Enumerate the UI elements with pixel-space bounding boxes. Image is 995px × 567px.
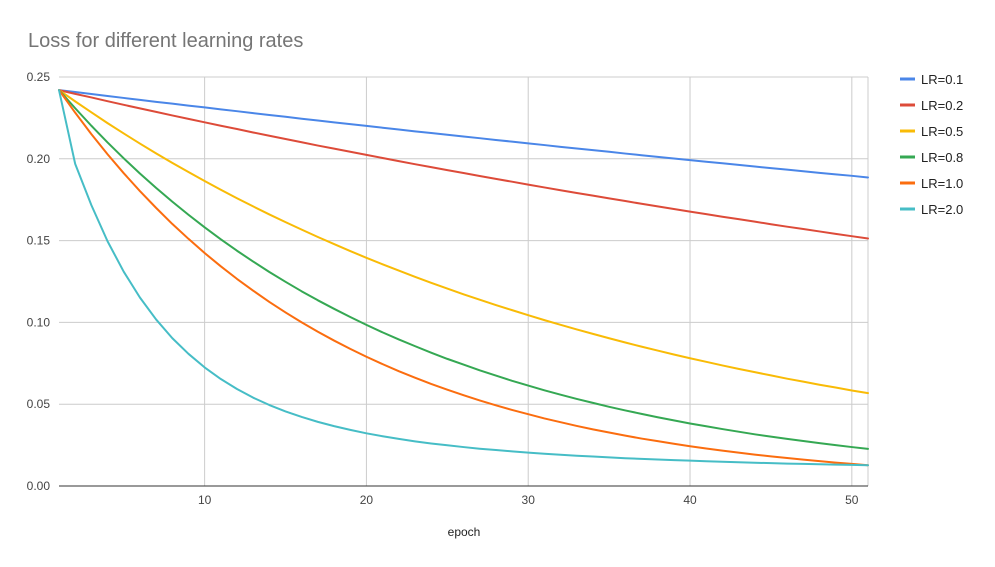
- tick-labels: 0.00 0.05 0.10 0.15 0.20 0.25 10 20 30 40 50: [27, 70, 859, 507]
- chart-title: Loss for different learning rates: [28, 30, 303, 52]
- legend-label: LR=2.0: [921, 202, 963, 217]
- series-line-lr-0-5: [58, 89, 869, 395]
- y-tick-label: 0.00: [27, 479, 51, 493]
- x-tick-label: 10: [198, 493, 212, 507]
- series-line-lr-0-2: [58, 89, 869, 240]
- y-tick-label: 0.20: [27, 152, 51, 166]
- x-tick-label: 20: [360, 493, 374, 507]
- grid: [59, 76, 869, 486]
- y-tick-label: 0.15: [27, 234, 51, 248]
- series-line-lr-2-0: [58, 89, 869, 467]
- legend: LR=0.1 LR=0.2 LR=0.5 LR=0.8 LR=1.0 LR=2.0: [900, 72, 963, 217]
- legend-label: LR=0.8: [921, 150, 963, 165]
- x-tick-label: 40: [683, 493, 697, 507]
- series-line-lr-0-8: [58, 89, 869, 450]
- series-group: [58, 89, 869, 467]
- legend-label: LR=1.0: [921, 176, 963, 191]
- x-tick-label: 50: [845, 493, 859, 507]
- x-axis-label: epoch: [448, 525, 481, 539]
- y-tick-label: 0.05: [27, 397, 51, 411]
- series-line-lr-0-1: [58, 89, 869, 179]
- y-tick-label: 0.25: [27, 70, 51, 84]
- legend-label: LR=0.2: [921, 98, 963, 113]
- x-tick-label: 30: [522, 493, 536, 507]
- series-line-lr-1-0: [58, 89, 869, 467]
- y-tick-label: 0.10: [27, 315, 51, 329]
- legend-label: LR=0.5: [921, 124, 963, 139]
- legend-label: LR=0.1: [921, 72, 963, 87]
